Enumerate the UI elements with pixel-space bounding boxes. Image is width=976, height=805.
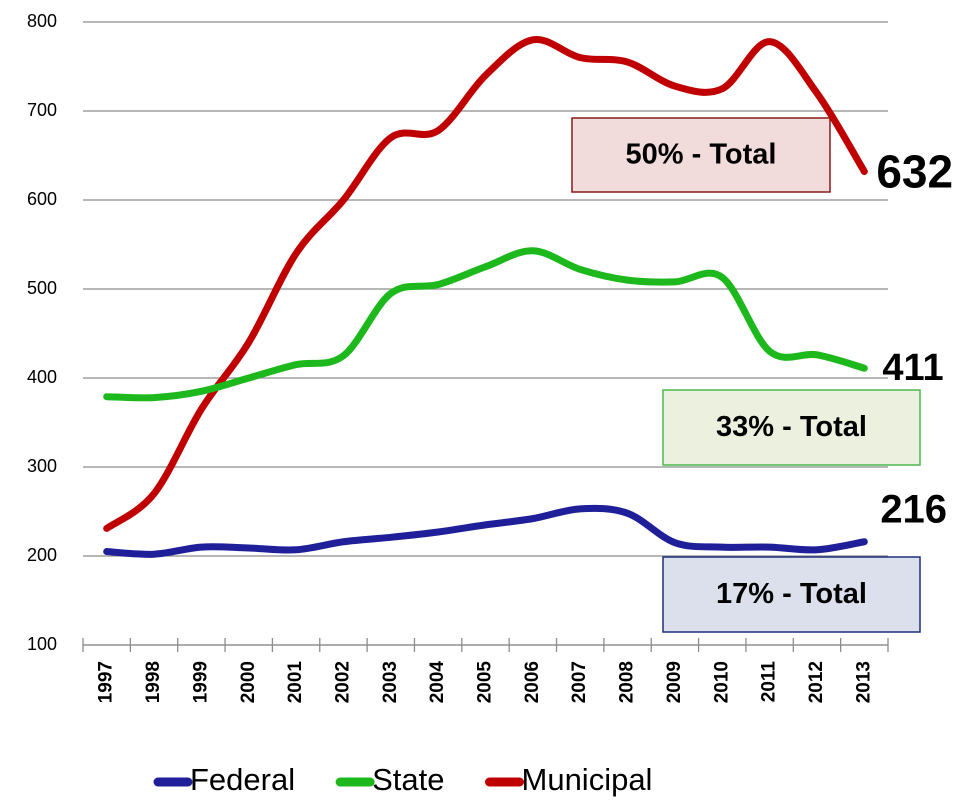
x-tick-label: 2000 [238,661,259,703]
legend-item: Federal [153,762,295,797]
x-tick-label: 2001 [285,661,306,704]
x-tick-label: 2007 [569,661,590,703]
y-tick-label: 700 [27,100,57,120]
legend-item: Municipal [485,762,653,797]
annotation-box [571,117,831,193]
end-label: 411 [882,347,943,389]
legend-item: State [335,762,445,797]
annotation-box [662,556,921,633]
y-tick-label: 300 [27,456,57,476]
y-tick-label: 600 [27,189,57,209]
x-tick-label: 2002 [332,661,353,703]
series-line [103,247,868,402]
series-line [103,504,868,558]
y-tick-label: 800 [27,11,57,31]
x-tick-label: 2006 [522,661,543,703]
annotation: 33% - Total [716,411,867,443]
x-tick-label: 2011 [759,661,780,703]
x-tick-label: 2009 [664,661,685,703]
x-tick-label: 2005 [475,661,496,704]
x-tick-label: 2003 [380,661,401,703]
y-tick-label: 200 [27,545,57,565]
y-tick-label: 400 [27,367,57,387]
x-tick-label: 2010 [711,661,732,703]
annotation-box [662,389,921,466]
annotation: 17% - Total [716,578,867,610]
y-tick-label: 500 [27,278,57,298]
x-tick-label: 2004 [427,661,448,704]
annotation: 50% - Total [626,139,777,171]
end-label: 632 [876,146,953,198]
legend-label: Municipal [522,762,653,797]
x-tick-label: 1999 [190,661,211,703]
end-label: 216 [880,487,947,531]
y-tick-label: 100 [27,634,57,654]
series-line [103,36,868,532]
x-tick-label: 2012 [806,661,827,703]
x-tick-label: 1998 [143,661,164,703]
legend-label: State [372,762,444,797]
x-tick-label: 2008 [617,661,638,703]
x-tick-label: 2013 [853,661,874,703]
legend-label: Federal [190,762,295,797]
x-tick-label: 1997 [96,661,117,703]
